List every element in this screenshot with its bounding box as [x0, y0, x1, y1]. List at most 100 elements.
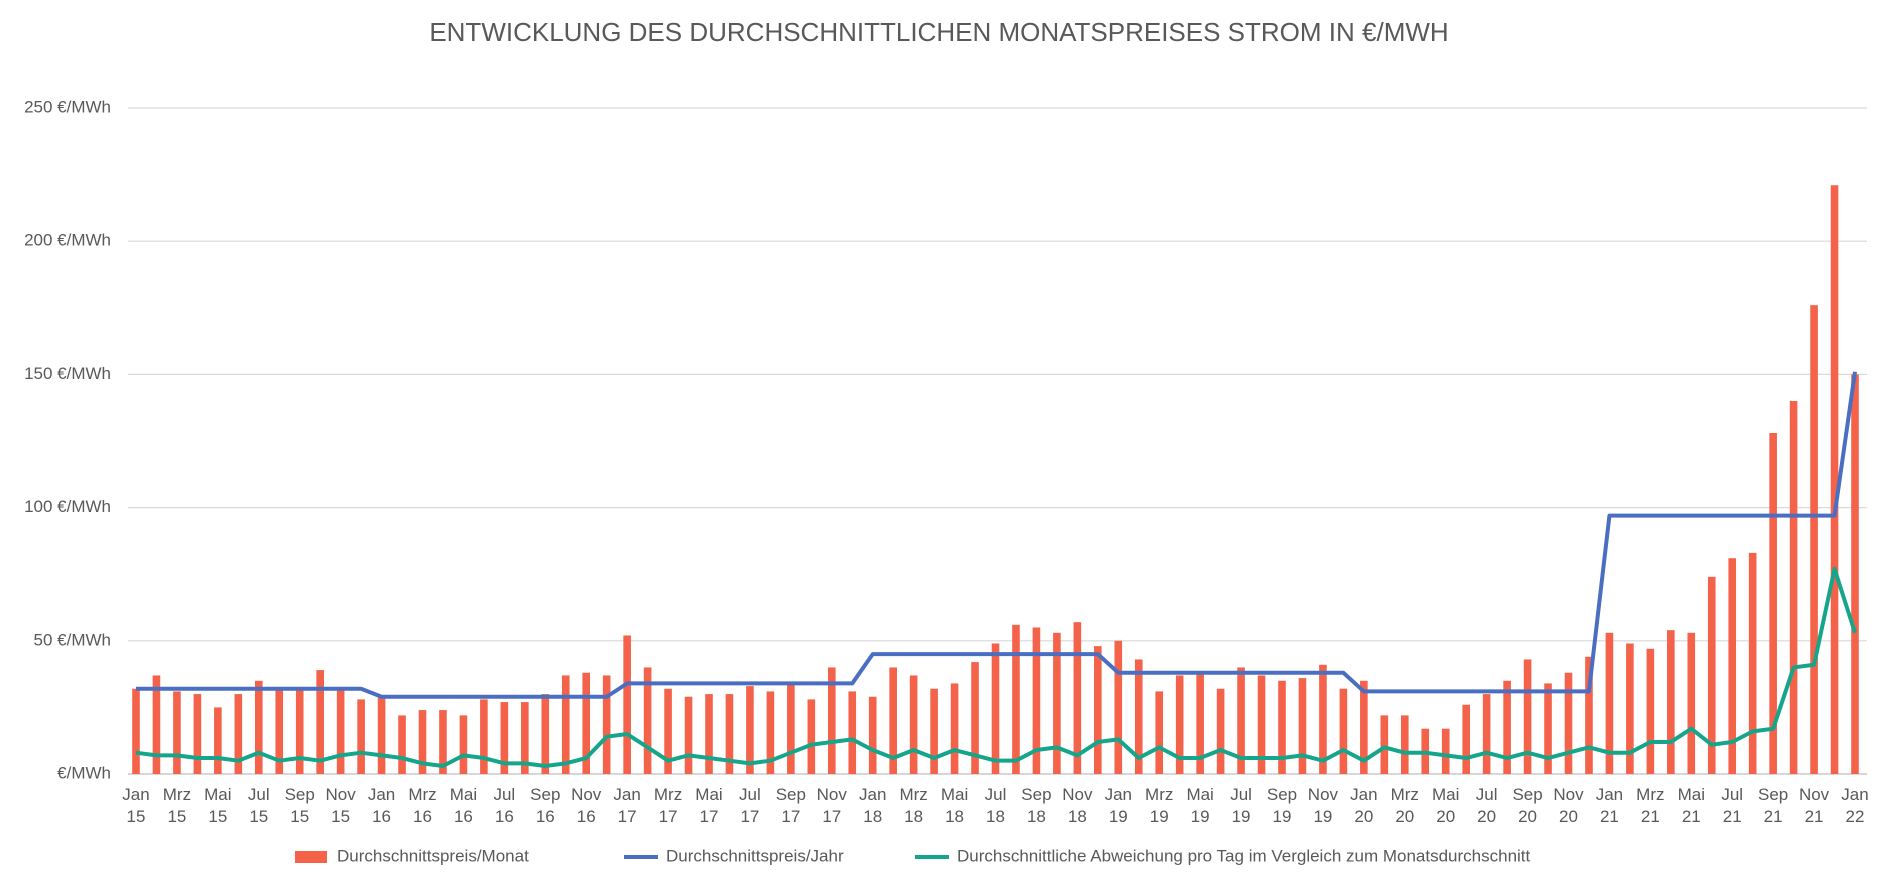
- bar: [1585, 656, 1593, 774]
- x-tick-label: Jan 19: [1104, 785, 1132, 826]
- bar: [1073, 622, 1082, 774]
- bar: [1257, 675, 1266, 774]
- x-tick-label: Jul 16: [493, 785, 516, 826]
- x-tick-label: Jan 20: [1350, 785, 1378, 826]
- x-tick-label: Mrz 15: [162, 785, 192, 826]
- x-tick-label: Mai 19: [1186, 785, 1214, 826]
- x-tick-label: Sep 17: [775, 785, 806, 826]
- bar: [1667, 630, 1675, 774]
- bar: [664, 688, 672, 774]
- x-tick-label: Sep 18: [1021, 785, 1052, 826]
- bar: [1646, 648, 1655, 774]
- bar: [1462, 704, 1470, 774]
- bar: [971, 662, 979, 774]
- bar: [1789, 401, 1798, 774]
- bar: [1216, 688, 1225, 774]
- bar: [1728, 558, 1737, 774]
- bar: [643, 667, 652, 774]
- x-tick-label: Jan 22: [1841, 785, 1869, 826]
- bar: [1605, 632, 1614, 774]
- bar: [1400, 715, 1409, 774]
- bar: [480, 699, 488, 774]
- legend-label: Durchschnittliche Abweichung pro Tag im …: [957, 846, 1531, 865]
- bar: [868, 696, 877, 774]
- bar: [357, 699, 365, 774]
- legend-label: Durchschnittspreis/Jahr: [666, 846, 844, 865]
- x-tick-label: Jan 16: [367, 785, 396, 826]
- bar: [1482, 694, 1491, 774]
- bar: [705, 694, 713, 774]
- bar: [1032, 627, 1041, 774]
- bar: [1339, 688, 1348, 774]
- bar: [950, 683, 959, 774]
- bar: [1523, 659, 1532, 774]
- bar: [1360, 680, 1368, 774]
- bar: [930, 688, 938, 774]
- x-tick-label: Nov 17: [816, 785, 847, 826]
- bar: [582, 672, 591, 774]
- bar: [541, 694, 550, 774]
- bar: [1012, 624, 1020, 774]
- bar: [173, 691, 181, 774]
- legend-swatch: [295, 851, 327, 863]
- bar: [1687, 632, 1696, 774]
- bar: [848, 691, 857, 774]
- bar: [787, 683, 795, 774]
- bar: [377, 696, 386, 774]
- x-tick-label: Mrz 17: [653, 785, 683, 826]
- bar: [1175, 675, 1184, 774]
- x-tick-label: Nov 20: [1553, 785, 1584, 826]
- x-tick-label: Nov 16: [571, 785, 602, 826]
- bar: [909, 675, 918, 774]
- bar: [398, 715, 406, 774]
- bar: [1851, 374, 1859, 774]
- bar: [1564, 672, 1573, 774]
- legend-label: Durchschnittspreis/Monat: [337, 846, 529, 865]
- bar: [214, 707, 222, 774]
- x-tick-label: Jan 18: [858, 785, 887, 826]
- x-tick-label: Jul 20: [1475, 785, 1498, 826]
- x-tick-label: Nov 15: [325, 785, 356, 826]
- y-tick-label: €/MWh: [57, 763, 111, 782]
- bar: [1380, 715, 1389, 774]
- bar: [807, 699, 816, 774]
- x-tick-label: Mai 18: [940, 785, 969, 826]
- bar: [1830, 185, 1839, 775]
- bar: [889, 667, 897, 774]
- bar: [418, 710, 427, 774]
- bar: [1503, 680, 1511, 774]
- x-tick-label: Mrz 16: [408, 785, 437, 826]
- bar: [684, 696, 693, 774]
- x-tick-label: Mrz 20: [1390, 785, 1419, 826]
- y-tick-label: 250 €/MWh: [24, 97, 111, 116]
- bar: [1769, 433, 1777, 774]
- x-tick-label: Jul 21: [1721, 785, 1744, 826]
- x-tick-label: Nov 18: [1062, 785, 1093, 826]
- bar: [1544, 683, 1552, 774]
- bar: [254, 680, 263, 774]
- bar: [1237, 667, 1245, 774]
- line: [135, 566, 1857, 769]
- y-tick-label: 50 €/MWh: [34, 630, 111, 649]
- x-tick-label: Sep 19: [1266, 785, 1298, 826]
- bar: [1278, 680, 1286, 774]
- x-tick-label: Jan 17: [613, 785, 641, 826]
- bar: [1298, 678, 1307, 774]
- y-tick-label: 200 €/MWh: [24, 231, 111, 250]
- bar: [725, 694, 734, 774]
- x-tick-label: Nov 21: [1798, 785, 1830, 826]
- x-tick-label: Jul 15: [247, 785, 270, 826]
- bar: [316, 670, 324, 774]
- bar: [275, 688, 284, 774]
- x-tick-label: Mrz 18: [899, 785, 928, 826]
- bar: [766, 691, 775, 774]
- x-tick-label: Sep 20: [1512, 785, 1543, 826]
- x-tick-label: Mai 16: [449, 785, 478, 826]
- bar: [827, 667, 836, 774]
- bar: [1707, 576, 1716, 774]
- bar: [132, 688, 140, 774]
- line: [136, 371, 1857, 699]
- bar: [623, 635, 631, 774]
- y-tick-label: 150 €/MWh: [24, 364, 111, 383]
- y-tick-label: 100 €/MWh: [24, 497, 111, 516]
